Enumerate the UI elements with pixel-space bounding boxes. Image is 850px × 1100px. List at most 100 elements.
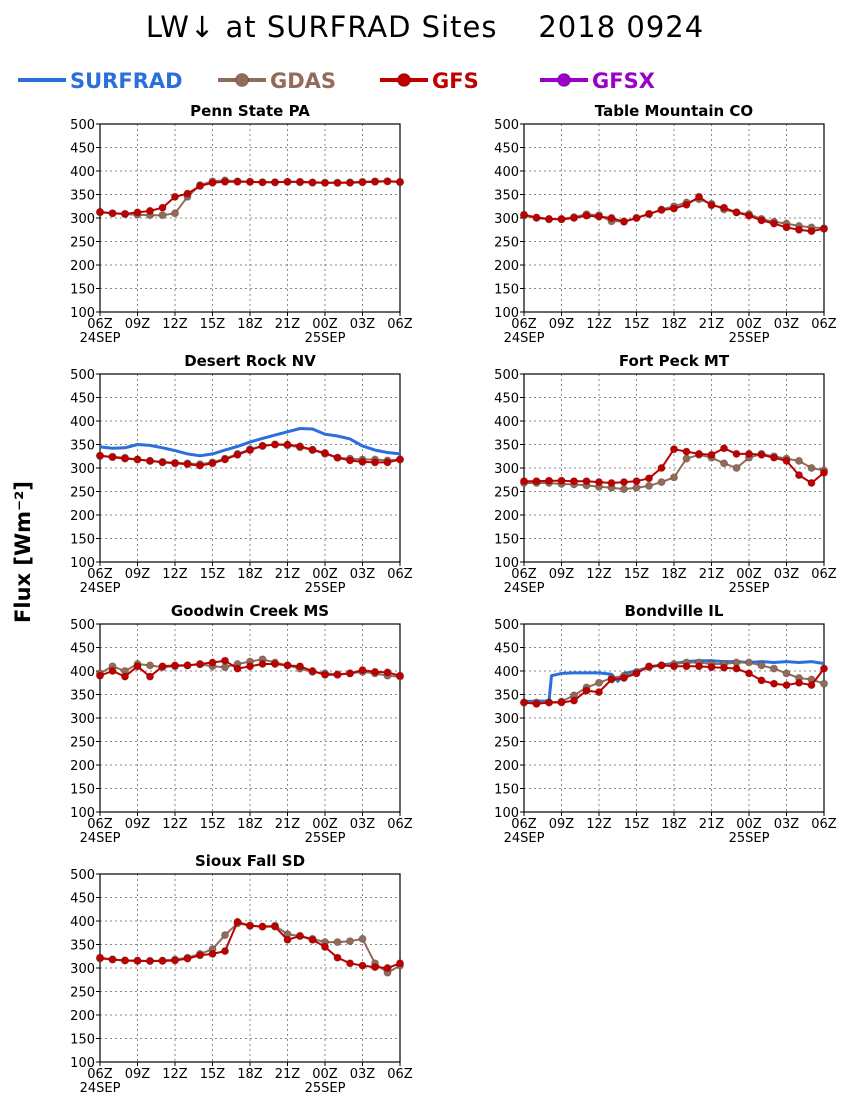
y-tick-label: 200 — [494, 509, 519, 524]
data-point-gfs — [245, 177, 255, 186]
y-tick-label: 350 — [70, 689, 95, 704]
data-point-gfs — [619, 673, 629, 683]
data-point-gfs — [133, 662, 142, 671]
data-point-gfs — [145, 956, 155, 966]
data-point-gdas — [819, 679, 829, 688]
data-point-gfs — [744, 449, 754, 458]
x-tick-label: 21Z — [699, 317, 725, 332]
y-tick-label: 100 — [70, 306, 95, 321]
data-point-gfs — [208, 949, 217, 959]
x-tick-label: 12Z — [162, 567, 188, 582]
data-point-gfs — [220, 177, 230, 186]
data-point-gfs — [519, 698, 529, 707]
data-point-gfs — [744, 211, 754, 220]
data-point-gdas — [744, 658, 754, 667]
data-point-gfs — [669, 204, 679, 213]
x-tick-label: 12Z — [162, 1067, 188, 1082]
y-tick-label: 300 — [494, 462, 519, 477]
x-tick-label: 03Z — [350, 817, 376, 832]
data-point-gfs — [707, 663, 716, 672]
y-tick-label: 500 — [70, 618, 95, 633]
data-point-gfs — [220, 947, 230, 956]
data-point-gfs — [370, 458, 380, 467]
data-point-gfs — [569, 477, 579, 486]
data-point-gfs — [669, 662, 679, 671]
x-tick-label: 06Z — [87, 317, 113, 332]
y-tick-label: 450 — [494, 142, 519, 157]
y-tick-label: 450 — [70, 892, 95, 907]
panel-title: Fort Peck MT — [619, 352, 730, 370]
x-tick-label: 00Z — [312, 817, 338, 832]
data-point-gdas — [594, 678, 604, 687]
data-point-gfs — [594, 478, 604, 487]
data-point-gfs — [782, 681, 791, 690]
series-gfs — [519, 192, 829, 236]
x-tick-label: 06Z — [811, 567, 837, 582]
y-tick-label: 450 — [494, 642, 519, 657]
x-tick-label: 09Z — [125, 317, 151, 332]
x-tick-label: 21Z — [275, 1067, 301, 1082]
x-tick-label: 06Z — [387, 817, 413, 832]
data-point-gfs — [358, 961, 367, 970]
y-tick-label: 100 — [494, 306, 519, 321]
data-point-gfs — [557, 215, 566, 224]
data-point-gfs — [220, 656, 230, 665]
x-tick-label: 15Z — [200, 567, 226, 582]
data-point-gfs — [258, 441, 267, 450]
data-point-gfs — [283, 177, 292, 186]
data-point-gfs — [719, 444, 729, 453]
y-tick-label: 400 — [494, 165, 519, 180]
x-tick-label: 09Z — [125, 1067, 151, 1082]
y-tick-label: 100 — [70, 1056, 95, 1071]
legend-marker — [235, 73, 249, 87]
data-point-gfs — [657, 661, 666, 670]
data-point-gfs — [95, 207, 105, 216]
x-tick-label: 06Z — [87, 817, 113, 832]
data-point-gfs — [345, 178, 355, 187]
data-point-gfs — [782, 456, 791, 465]
panel-sioux-fall-sd: Sioux Fall SD 100 150 200 250 300 350 400 450 500… — [70, 852, 413, 1096]
data-point-gfs — [108, 209, 117, 218]
data-point-gdas — [669, 473, 679, 482]
x-tick-label: 09Z — [549, 567, 575, 582]
x-date-label: 24SEP — [80, 581, 121, 596]
data-point-gfs — [657, 463, 666, 473]
data-point-gfs — [619, 217, 629, 226]
x-tick-label: 00Z — [736, 317, 762, 332]
y-tick-label: 200 — [70, 259, 95, 274]
x-tick-label: 06Z — [811, 817, 837, 832]
data-point-gfs — [383, 668, 392, 677]
x-tick-label: 06Z — [387, 1067, 413, 1082]
data-point-gfs — [320, 448, 330, 458]
data-point-gfs — [532, 699, 541, 709]
data-point-gfs — [170, 956, 180, 965]
x-tick-label: 03Z — [350, 317, 376, 332]
y-tick-label: 200 — [494, 259, 519, 274]
data-point-gfs — [644, 474, 654, 483]
y-tick-label: 300 — [70, 962, 95, 977]
data-point-gfs — [383, 963, 392, 973]
x-tick-label: 12Z — [162, 817, 188, 832]
y-tick-label: 300 — [494, 212, 519, 227]
data-point-gfs — [732, 664, 741, 673]
data-point-gfs — [245, 662, 255, 671]
y-tick-label: 400 — [70, 665, 95, 680]
y-tick-label: 450 — [494, 392, 519, 407]
x-date-label: 24SEP — [504, 331, 545, 346]
data-point-gfs — [233, 917, 242, 927]
data-point-gfs — [594, 212, 604, 221]
x-tick-label: 00Z — [736, 817, 762, 832]
x-tick-label: 00Z — [312, 567, 338, 582]
data-point-gfs — [519, 477, 529, 486]
panel-desert-rock-nv: Desert Rock NV 100 150 200 250 300 350 400 450 50… — [70, 352, 413, 596]
data-point-gfs — [170, 459, 180, 468]
data-point-gfs — [220, 455, 230, 464]
data-point-gfs — [345, 669, 355, 678]
data-point-gfs — [719, 203, 729, 212]
data-point-gfs — [819, 664, 829, 673]
data-point-gfs — [270, 178, 280, 187]
y-tick-label: 400 — [70, 415, 95, 430]
x-tick-label: 00Z — [736, 567, 762, 582]
legend: SURFRAD GDAS GFS GFSX — [18, 69, 655, 93]
data-point-gfs — [544, 698, 554, 707]
